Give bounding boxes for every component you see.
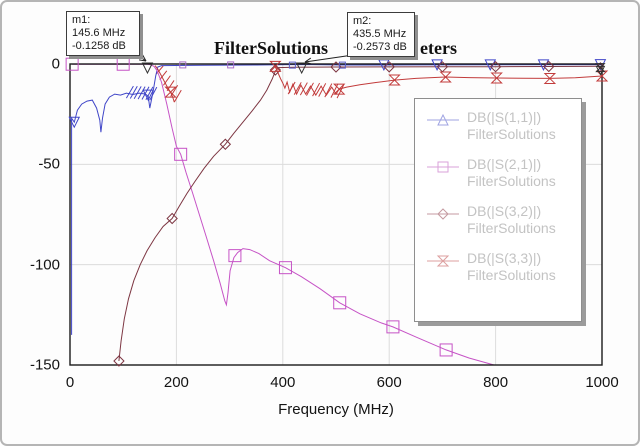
y-tick-label: -150 [29, 356, 60, 374]
x-tick-label: 400 [270, 374, 296, 391]
chart-title-right: eters [420, 38, 457, 58]
series-marker-1 [439, 343, 453, 357]
hatch-stroke [141, 86, 150, 100]
hatch-stroke [299, 82, 308, 96]
extra-marker [288, 61, 296, 69]
series-marker-1 [333, 296, 347, 310]
hatch-stroke [306, 82, 314, 96]
legend-box[interactable]: DB(|S(1,1)|) FilterSolutions DB(|S(2,1)|) F… [414, 98, 582, 322]
series-marker-3 [543, 72, 557, 84]
series-marker-3 [269, 60, 282, 72]
legend-entry-DB(|S(3,3)|)[interactable]: DB(|S(3,3)|) FilterSolutions [425, 250, 581, 284]
series-marker-2 [269, 64, 282, 76]
legend-entry-label: DB(|S(2,1)|) [467, 156, 542, 172]
triangle-up-legend-icon [427, 113, 459, 126]
bowtie-legend-icon [427, 255, 459, 267]
x-tick-label: 800 [483, 374, 509, 391]
x-tick-label: 600 [376, 374, 402, 391]
series-trace-1 [72, 63, 495, 366]
series-marker-3 [439, 71, 452, 83]
m2-name: m2: [353, 15, 372, 27]
series-trace-3 [273, 65, 603, 97]
x-tick-label: 200 [163, 374, 189, 391]
hatch-stroke [173, 89, 182, 103]
legend-entry-DB(|S(3,2)|)[interactable]: DB(|S(3,2)|) FilterSolutions [425, 203, 581, 237]
extra-marker [227, 61, 235, 69]
m2-leader-line [304, 54, 354, 63]
series-trace-2 [118, 65, 603, 362]
m1-frequency: 145.6 MHz [72, 27, 126, 39]
marker-callout-m2[interactable]: m2: 435.5 MHz -0.2573 dB [347, 12, 415, 57]
hatch-stroke [149, 86, 158, 101]
legend-entry-sublabel: FilterSolutions [467, 220, 556, 236]
y-tick-label: 0 [51, 55, 60, 73]
series-marker-2 [383, 61, 395, 73]
y-tick-label: -100 [29, 256, 60, 274]
diamond-legend-icon [427, 208, 459, 220]
legend-entry-DB(|S(1,1)|)[interactable]: DB(|S(1,1)|) FilterSolutions [425, 109, 581, 143]
hatch-stroke [159, 70, 168, 80]
series-marker-1 [386, 320, 400, 334]
series-trace-0 [71, 63, 603, 335]
hatch-stroke [129, 85, 138, 99]
extra-marker [596, 62, 605, 70]
series-marker-0 [142, 89, 155, 102]
marker-callout-m1[interactable]: m1: 145.6 MHz -0.1258 dB [66, 11, 140, 56]
legend-entry-sublabel: FilterSolutions [467, 173, 556, 189]
series-trace-3 [154, 65, 175, 103]
series-marker-3 [332, 83, 346, 95]
legend-entry-DB(|S(2,1)|)[interactable]: DB(|S(2,1)|) FilterSolutions [425, 156, 581, 190]
legend-entry-label: DB(|S(1,1)|) [467, 109, 542, 125]
series-marker-1 [278, 261, 292, 275]
series-marker-2 [113, 355, 125, 367]
hatch-stroke [137, 86, 146, 100]
series-marker-2 [489, 61, 502, 73]
extra-marker [595, 63, 606, 73]
extra-marker [179, 61, 187, 69]
hatch-stroke [312, 82, 321, 97]
y-tick-label: -50 [38, 155, 60, 173]
hatch-stroke [163, 75, 171, 86]
m2-value: -0.2573 dB [353, 41, 407, 53]
series-marker-1 [116, 57, 130, 71]
legend-entry-label: DB(|S(3,3)|) [467, 250, 542, 266]
hatch-stroke [318, 83, 327, 97]
m1-tip-marker [141, 62, 154, 75]
plot-border [69, 63, 603, 366]
series-marker-1 [174, 147, 188, 161]
m1-leader-arrowhead [142, 54, 147, 62]
x-tick-label: 1000 [585, 374, 619, 391]
series-marker-1 [228, 249, 242, 263]
m1-leader-arrowhead [139, 59, 147, 62]
hatch-stroke [133, 86, 142, 100]
legend-entry-sublabel: FilterSolutions [467, 267, 556, 283]
series-marker-3 [164, 86, 177, 98]
series-marker-1 [65, 57, 79, 71]
m1-value: -0.1258 dB [72, 40, 126, 52]
m2-frequency: 435.5 MHz [353, 28, 407, 40]
m2-leader-arrowhead [304, 57, 312, 63]
square-legend-icon [427, 161, 459, 173]
x-tick-label: 0 [65, 374, 75, 391]
series-marker-3 [388, 74, 401, 86]
series-marker-3 [490, 72, 503, 84]
series-marker-2 [219, 138, 232, 150]
series-marker-0 [68, 116, 81, 129]
hatch-stroke [125, 85, 134, 99]
series-marker-2 [543, 60, 555, 73]
extra-marker [338, 61, 346, 69]
m2-leader-arrowhead [304, 61, 312, 65]
legend-entry-label: DB(|S(3,2)|) [467, 203, 542, 219]
series-marker-2 [166, 212, 178, 225]
legend-entry-sublabel: FilterSolutions [467, 126, 556, 142]
x-axis-label: Frequency (MHz) [278, 401, 394, 418]
m1-name: m1: [72, 14, 91, 26]
chart-title-left: FilterSolutions [214, 38, 329, 58]
hatch-stroke [293, 82, 302, 95]
m2-tip-marker [295, 62, 308, 75]
extra-marker [595, 65, 606, 76]
